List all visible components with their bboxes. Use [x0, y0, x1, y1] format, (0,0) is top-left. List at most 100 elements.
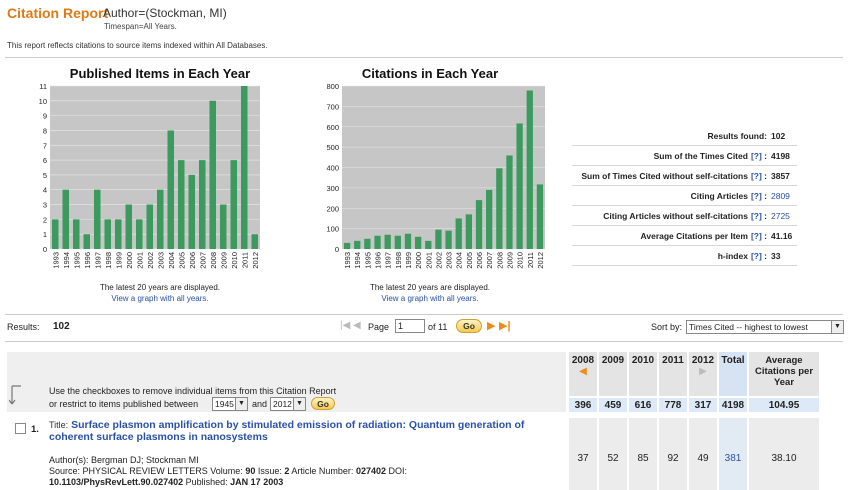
bar-1993: [343, 242, 351, 249]
view-all-years-link-citations[interactable]: View a graph with all years.: [381, 294, 479, 303]
stat-label-text: Sum of the Times Cited: [653, 151, 748, 161]
stat-value-link[interactable]: 2809: [771, 191, 790, 201]
bar-2000: [125, 204, 133, 249]
page-go-button[interactable]: Go: [456, 319, 482, 333]
source-value: PHYSICAL REVIEW LETTERS: [82, 466, 208, 476]
bar-2000: [414, 236, 422, 249]
stat-row: Sum of the Times Cited [?] :4198: [572, 146, 797, 166]
stat-label: Citing Articles [?] :: [691, 191, 767, 201]
to-year-select[interactable]: 2012 ▼: [270, 397, 306, 411]
authors-value: Bergman DJ; Stockman MI: [91, 455, 199, 465]
sort-label: Sort by:: [651, 322, 683, 332]
year-total-cell: 616: [629, 398, 657, 412]
help-link[interactable]: [?]: [750, 231, 762, 241]
chevron-down-icon: ▼: [293, 398, 305, 410]
bar-2003: [445, 230, 452, 249]
year-label: 2009: [601, 355, 625, 366]
help-link[interactable]: [?]: [750, 171, 762, 181]
next-page-icon[interactable]: ▶: [487, 320, 496, 332]
authors-label: Author(s):: [49, 455, 89, 465]
prev-years-arrow-icon[interactable]: ◀: [579, 366, 587, 377]
bar-2003: [156, 189, 164, 249]
page-of-label: of 11: [428, 322, 448, 332]
help-link[interactable]: [?]: [750, 251, 762, 261]
stat-value: 102: [771, 131, 786, 141]
x-tick-label: 2010: [516, 252, 525, 269]
bar-2010: [230, 160, 238, 249]
year-column-2010: 2010: [629, 352, 657, 396]
record-source-line: Source: PHYSICAL REVIEW LETTERS Volume: …: [49, 466, 407, 476]
volume-label: Volume:: [210, 466, 243, 476]
bar-1999: [114, 219, 122, 249]
total-sum-cell: 4198: [719, 398, 747, 412]
record-checkbox[interactable]: [15, 423, 26, 434]
y-tick-label: 100: [326, 225, 339, 234]
x-tick-label: 2012: [536, 252, 545, 269]
x-tick-label: 2007: [198, 252, 207, 269]
filter-and-label: and: [252, 399, 268, 409]
filter-go-button[interactable]: Go: [311, 397, 335, 410]
last-page-icon[interactable]: ▶|: [499, 320, 511, 332]
year-total-cell: 459: [599, 398, 627, 412]
first-page-icon[interactable]: |◀: [340, 320, 351, 331]
year-label: 2010: [631, 355, 655, 366]
bar-1994: [354, 240, 361, 249]
bar-2007: [486, 189, 493, 249]
bar-1998: [394, 235, 401, 249]
doi-value: 10.1103/PhysRevLett.90.027402: [49, 477, 184, 487]
year-label: 2012: [691, 355, 715, 366]
x-tick-label: 2005: [177, 252, 186, 269]
bar-1998: [104, 219, 112, 249]
y-tick-label: 800: [326, 84, 339, 91]
record-title-link[interactable]: Surface plasmon amplification by stimula…: [49, 419, 525, 443]
x-tick-label: 2008: [209, 252, 218, 269]
x-tick-label: 2011: [526, 252, 535, 268]
bar-2008: [496, 168, 503, 249]
y-tick-label: 0: [335, 245, 339, 254]
y-tick-label: 9: [43, 112, 47, 121]
bar-2002: [435, 229, 442, 249]
record-number: 1.: [31, 424, 39, 435]
y-tick-label: 1: [43, 230, 47, 239]
bar-2006: [188, 174, 196, 249]
bar-2007: [198, 160, 206, 249]
year-total-cell: 396: [569, 398, 597, 412]
divider: [5, 341, 843, 342]
record-title-block: Title: Surface plasmon amplification by …: [49, 419, 564, 443]
stat-row: Average Citations per Item [?] :41.16: [572, 226, 797, 246]
record-year-cites-cell: 49: [689, 418, 717, 490]
sort-select[interactable]: Times Cited -- highest to lowest ▼: [686, 320, 844, 334]
next-years-arrow-icon[interactable]: ▶: [699, 366, 707, 377]
stat-label-text: Sum of Times Cited without self-citation…: [581, 171, 748, 181]
from-year-select[interactable]: 1945 ▼: [212, 397, 248, 411]
bar-2012: [251, 234, 259, 249]
help-link[interactable]: [?]: [750, 191, 762, 201]
y-tick-label: 8: [43, 126, 47, 135]
chart-title-published: Published Items in Each Year: [69, 66, 251, 81]
prev-page-icon[interactable]: ◀: [353, 320, 361, 331]
x-tick-label: 1996: [374, 252, 383, 269]
help-link[interactable]: [?]: [750, 211, 762, 221]
filter-instructions: Use the checkboxes to remove individual …: [49, 386, 337, 396]
x-tick-label: 2001: [424, 252, 433, 269]
x-tick-label: 2007: [485, 252, 494, 269]
page-number-input[interactable]: 1: [395, 319, 425, 333]
record-year-cites-cell: 92: [659, 418, 687, 490]
colon: :: [761, 171, 767, 181]
chart-note-citations: The latest 20 years are displayed.: [369, 283, 491, 292]
colon: :: [761, 191, 767, 201]
x-tick-label: 2001: [135, 252, 144, 269]
x-tick-label: 1999: [114, 252, 123, 269]
stat-label-text: h-index: [717, 251, 748, 261]
bar-2012: [536, 184, 544, 249]
stat-value: 33: [771, 251, 781, 261]
bar-2001: [135, 219, 143, 249]
help-link[interactable]: [?]: [750, 151, 762, 161]
bar-2010: [516, 123, 523, 249]
stat-value-link[interactable]: 2725: [771, 211, 790, 221]
record-doi-line: 10.1103/PhysRevLett.90.027402 Published:…: [49, 477, 283, 487]
record-total-link[interactable]: 381: [719, 418, 747, 490]
bar-2008: [209, 100, 217, 250]
y-tick-label: 400: [326, 164, 339, 173]
view-all-years-link-published[interactable]: View a graph with all years.: [111, 294, 209, 303]
